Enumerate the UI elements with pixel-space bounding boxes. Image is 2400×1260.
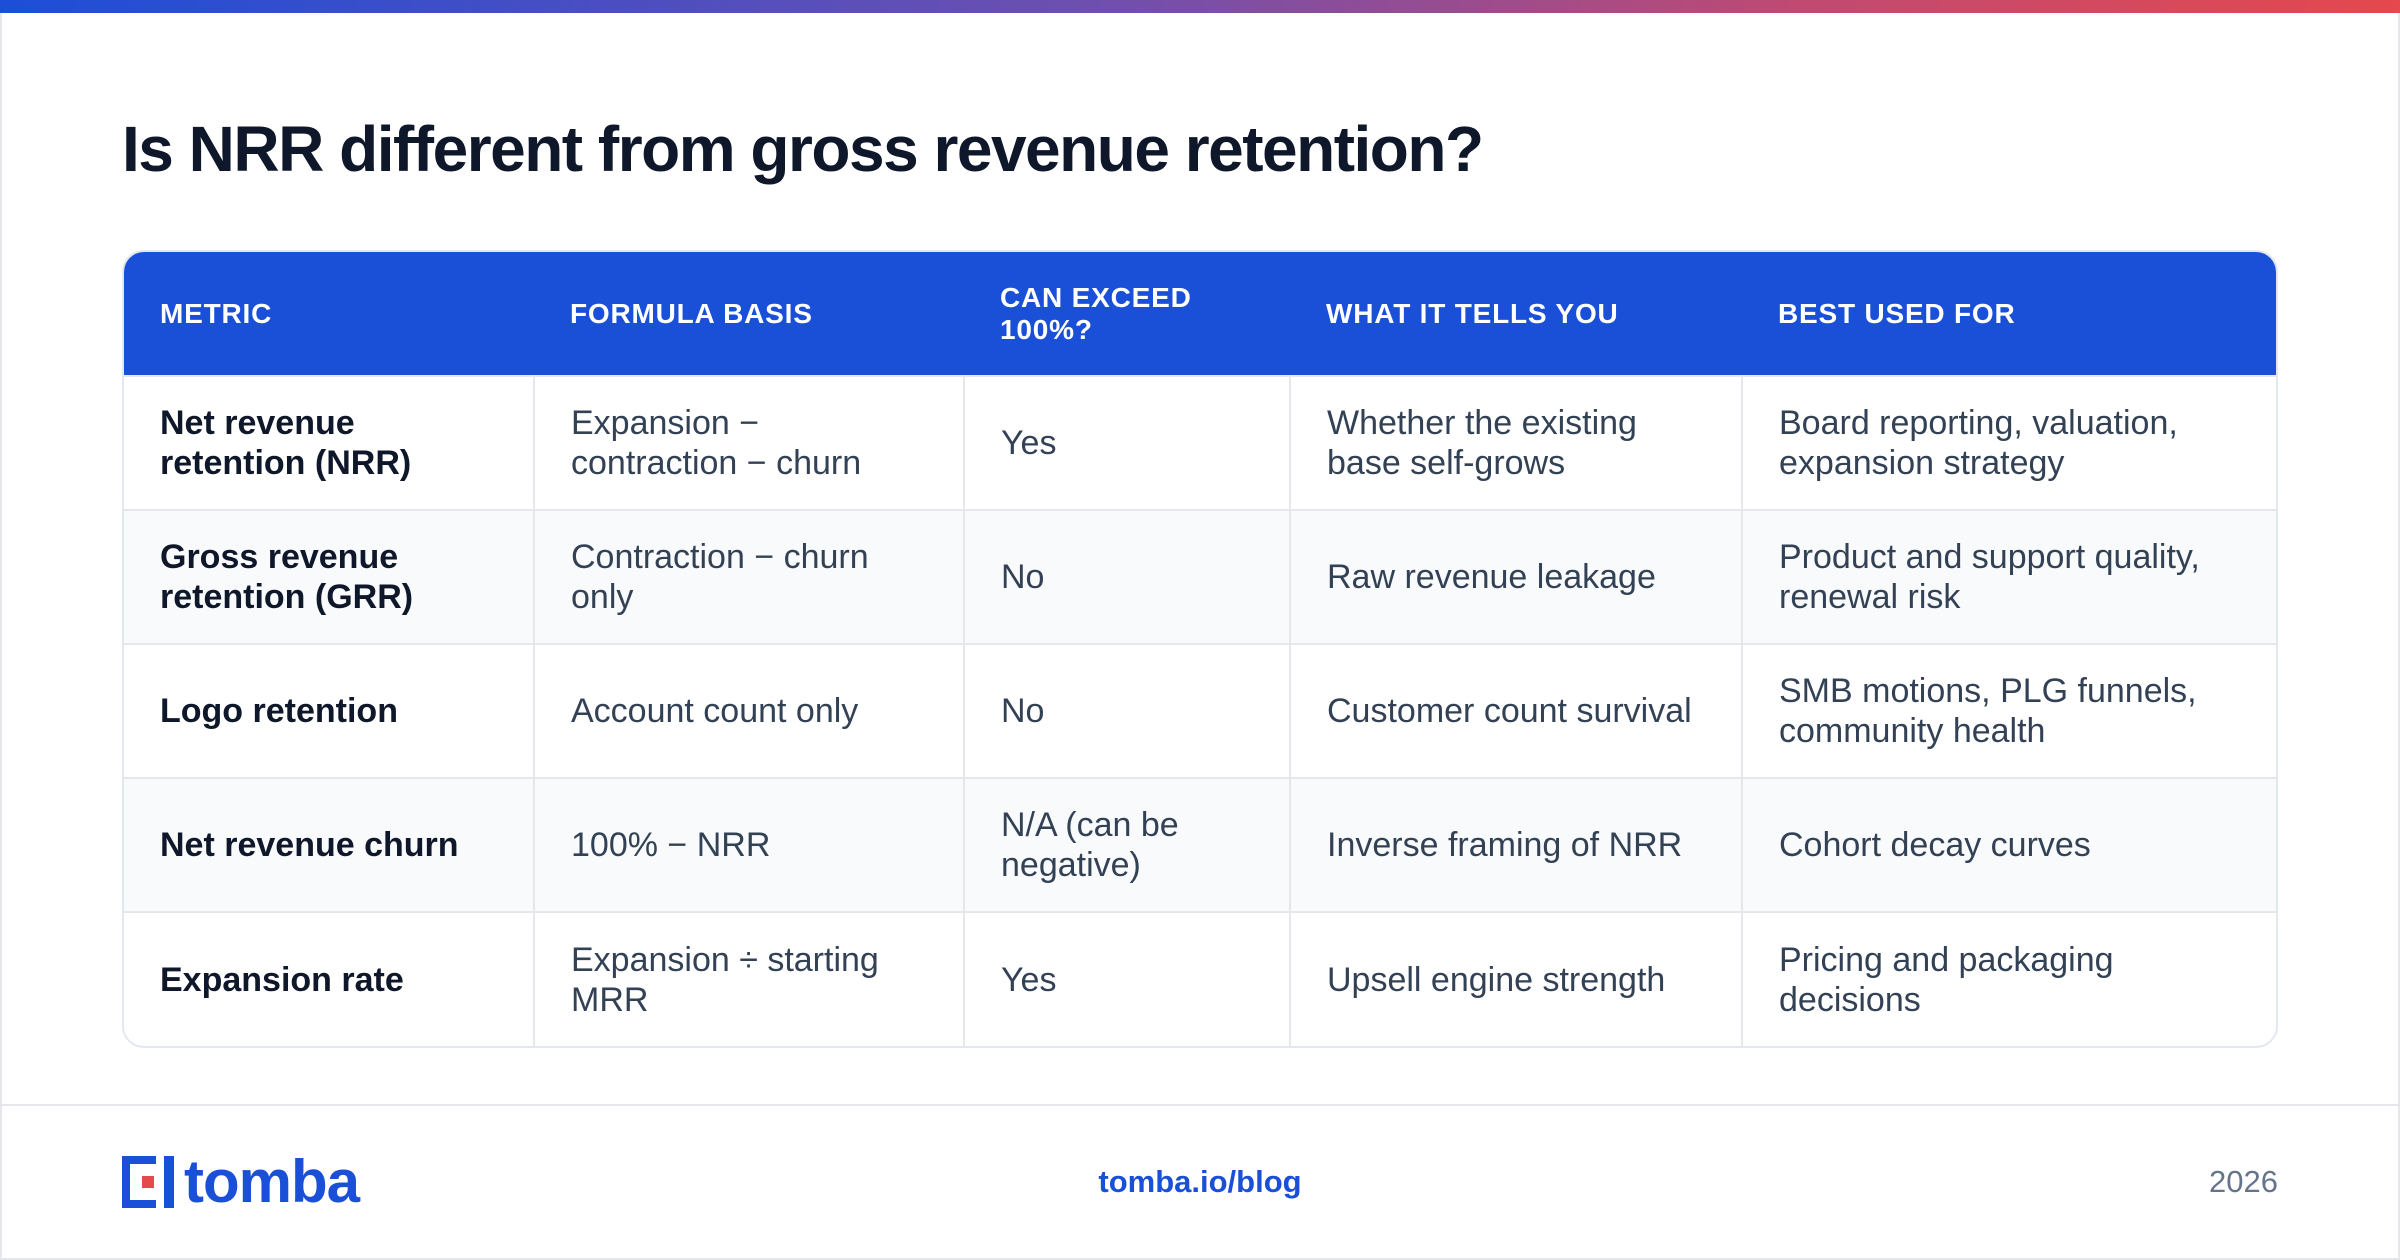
- cell-exceed: No: [963, 509, 1290, 644]
- cell-used-for: Board reporting, valuation, expansion st…: [1741, 375, 2276, 510]
- comparison-table: METRIC FORMULA BASIS CAN EXCEED 100%? WH…: [122, 250, 2278, 1048]
- cell-formula: 100% − NRR: [533, 777, 964, 912]
- cell-exceed: No: [963, 643, 1290, 778]
- cell-tells: Raw revenue leakage: [1289, 509, 1742, 644]
- cell-formula: Expansion ÷ starting MRR: [533, 911, 964, 1046]
- cell-metric: Gross revenue retention (GRR): [124, 509, 534, 644]
- table-row: Logo retention Account count only No Cus…: [124, 643, 2276, 778]
- cell-metric: Net revenue churn: [124, 777, 534, 912]
- table-row: Expansion rate Expansion ÷ starting MRR …: [124, 911, 2276, 1046]
- cell-metric: Logo retention: [124, 643, 534, 778]
- header-can-exceed: CAN EXCEED 100%?: [1000, 281, 1192, 345]
- cell-metric: Net revenue retention (NRR): [124, 375, 534, 510]
- header-best-used-for: BEST USED FOR: [1778, 297, 2016, 329]
- cell-exceed: Yes: [963, 375, 1290, 510]
- blog-link[interactable]: tomba.io/blog: [1098, 1164, 1302, 1199]
- cell-tells: Whether the existing base self-grows: [1289, 375, 1742, 510]
- page-title: Is NRR different from gross revenue rete…: [122, 113, 1484, 185]
- cell-formula: Expansion − contraction − churn: [533, 375, 964, 510]
- header-metric: METRIC: [160, 297, 273, 329]
- cell-tells: Inverse framing of NRR: [1289, 777, 1742, 912]
- tomba-logo: tomba: [122, 1148, 360, 1215]
- tomba-logo-icon: [122, 1156, 174, 1208]
- tomba-logo-text: tomba: [184, 1148, 360, 1215]
- cell-used-for: SMB motions, PLG funnels, community heal…: [1741, 643, 2276, 778]
- cell-tells: Customer count survival: [1289, 643, 1742, 778]
- table-row: Net revenue churn 100% − NRR N/A (can be…: [124, 777, 2276, 912]
- cell-used-for: Pricing and packaging decisions: [1741, 911, 2276, 1046]
- table-row: Net revenue retention (NRR) Expansion − …: [124, 375, 2276, 510]
- cell-formula: Account count only: [533, 643, 964, 778]
- header-formula-basis: FORMULA BASIS: [570, 297, 813, 329]
- cell-used-for: Cohort decay curves: [1741, 777, 2276, 912]
- footer-year: 2026: [2209, 1164, 2278, 1199]
- cell-used-for: Product and support quality, renewal ris…: [1741, 509, 2276, 644]
- cell-tells: Upsell engine strength: [1289, 911, 1742, 1046]
- gradient-top-bar: [0, 0, 2400, 13]
- cell-formula: Contraction − churn only: [533, 509, 964, 644]
- table-row: Gross revenue retention (GRR) Contractio…: [124, 509, 2276, 644]
- header-what-it-tells: WHAT IT TELLS YOU: [1326, 297, 1619, 329]
- footer-divider: [0, 1104, 2400, 1106]
- cell-exceed: Yes: [963, 911, 1290, 1046]
- cell-exceed: N/A (can be negative): [963, 777, 1290, 912]
- cell-metric: Expansion rate: [124, 911, 534, 1046]
- table-header-row: METRIC FORMULA BASIS CAN EXCEED 100%? WH…: [124, 252, 2276, 376]
